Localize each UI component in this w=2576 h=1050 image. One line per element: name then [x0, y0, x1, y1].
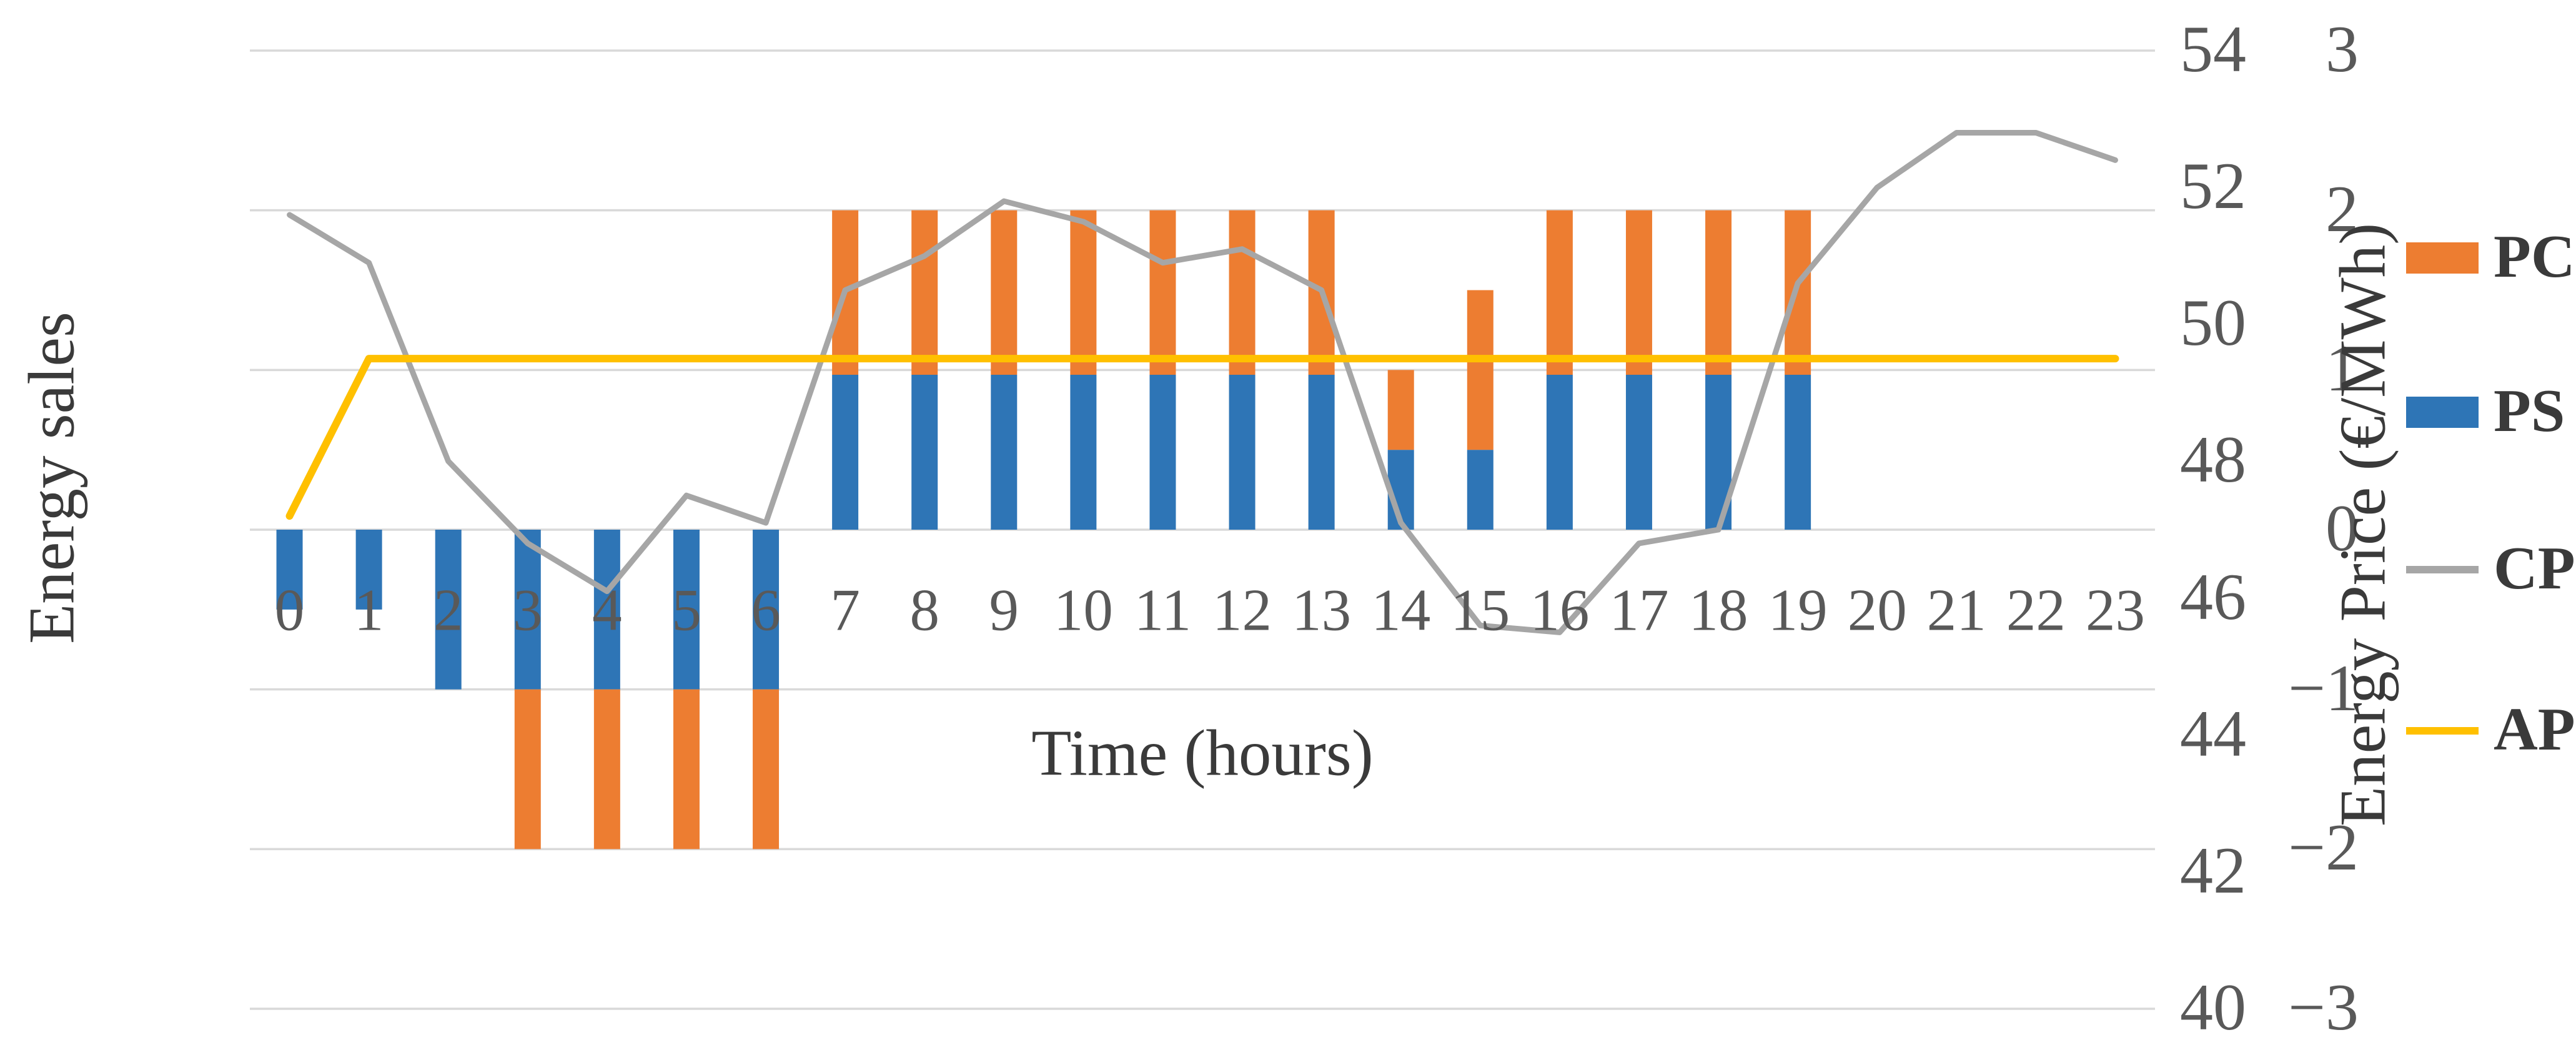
pc-legend-swatch: [2406, 242, 2479, 274]
right-axis-tick-label: 48: [2180, 423, 2246, 497]
ap-line: [285, 355, 2119, 520]
x-axis-tick-label: 0: [274, 577, 305, 643]
bar-segment-pc: [1070, 210, 1097, 375]
bar-segment-ps: [753, 530, 780, 690]
x-axis-tick-label: 12: [1212, 577, 1272, 643]
x-axis-tick-label: 3: [513, 577, 543, 643]
bar-segment-ps: [911, 375, 938, 530]
ps-legend-label: PS: [2494, 377, 2565, 445]
x-axis-tick-label: 16: [1530, 577, 1590, 643]
bar-segment-ps: [514, 530, 541, 690]
x-axis-tick-label: 10: [1053, 577, 1113, 643]
left-axis-tick-label: −3: [2288, 970, 2359, 1044]
bar-segment-pc: [1625, 210, 1652, 375]
bar-segment-ps: [1625, 375, 1652, 530]
left-axis-tick-label: 1: [2326, 332, 2359, 405]
bar-segment-ps: [1149, 375, 1176, 530]
x-axis-tick-label: 15: [1450, 577, 1510, 643]
bar-segment-pc: [753, 689, 780, 849]
right-axis-tick-label: 40: [2180, 970, 2246, 1044]
bar-segment-ps: [1070, 375, 1097, 530]
bar-segment-pc: [991, 210, 1018, 375]
x-axis-tick-label: 22: [2006, 577, 2066, 643]
x-axis-tick-label: 19: [1768, 577, 1828, 643]
x-axis-tick-label: 9: [989, 577, 1019, 643]
ap-legend-swatch: [2406, 727, 2479, 735]
x-axis-tick-label: 17: [1609, 577, 1669, 643]
cp-legend-swatch: [2406, 566, 2479, 573]
bar-segment-ps: [1229, 375, 1256, 530]
bar-segment-pc: [593, 689, 620, 849]
bar-segment-ps: [435, 530, 462, 690]
bar-segment-ps: [276, 530, 303, 610]
x-axis-tick-label: 7: [830, 577, 860, 643]
left-axis-tick-label: −1: [2288, 651, 2359, 725]
bar-segment-ps: [1467, 450, 1494, 530]
left-axis-tick-label: 2: [2326, 172, 2359, 245]
right-axis-tick-label: 52: [2180, 149, 2246, 223]
bar-segment-pc: [1705, 210, 1732, 375]
bar-segment-pc: [1229, 210, 1256, 375]
left-axis-tick-label: 3: [2326, 12, 2359, 86]
bar-segment-pc: [1387, 370, 1414, 450]
bar-segment-ps: [832, 375, 859, 530]
bar-segment-pc: [514, 689, 541, 849]
x-axis-title: Time (hours): [1031, 716, 1374, 790]
bar-segment-ps: [673, 530, 700, 690]
bar-segment-pc: [1467, 290, 1494, 450]
x-axis-tick-label: 1: [354, 577, 384, 643]
cp-legend-label: CP: [2494, 535, 2575, 603]
bar-segment-ps: [1308, 375, 1335, 530]
pc-legend-label: PC: [2494, 223, 2575, 291]
right-axis-tick-label: 46: [2180, 560, 2246, 633]
bar-segment-ps: [355, 530, 382, 610]
x-axis-tick-label: 20: [1847, 577, 1907, 643]
x-axis-tick-label: 21: [1926, 577, 1986, 643]
bar-segment-ps: [593, 530, 620, 690]
bar-segment-pc: [673, 689, 700, 849]
left-axis-tick-label: −2: [2288, 811, 2359, 884]
ap-legend-label: AP: [2494, 696, 2575, 764]
x-axis-tick-label: 8: [909, 577, 939, 643]
bar-segment-ps: [991, 375, 1018, 530]
x-axis-tick-label: 23: [2085, 577, 2145, 643]
right-axis-tick-label: 42: [2180, 833, 2246, 907]
right-axis-tick-label: 54: [2180, 12, 2246, 86]
bar-segment-pc: [1546, 210, 1573, 375]
bar-segment-ps: [1785, 375, 1811, 530]
right-axis-tick-label: 44: [2180, 696, 2246, 770]
x-axis-tick-label: 2: [433, 577, 463, 643]
plot-svg: [250, 49, 2155, 1010]
right-axis-title: Energy Price (€/MWh): [2326, 222, 2399, 827]
x-axis-tick-label: 14: [1371, 577, 1431, 643]
x-axis-tick-label: 4: [592, 577, 622, 643]
bar-segment-pc: [1785, 210, 1811, 375]
left-axis-title: Energy sales: [14, 312, 88, 644]
left-axis-tick-label: 0: [2326, 491, 2359, 565]
x-axis-tick-label: 13: [1292, 577, 1352, 643]
ps-legend-swatch: [2406, 397, 2479, 428]
bar-segment-pc: [911, 210, 938, 375]
x-axis-tick-label: 11: [1134, 577, 1192, 643]
cp-line: [287, 129, 2118, 635]
x-axis-tick-label: 18: [1688, 577, 1748, 643]
x-axis-tick-label: 5: [671, 577, 701, 643]
bar-segment-pc: [1149, 210, 1176, 375]
x-axis-tick-label: 6: [751, 577, 781, 643]
plot-area: [250, 49, 2155, 1010]
bar-segment-ps: [1546, 375, 1573, 530]
right-axis-tick-label: 50: [2180, 286, 2246, 360]
